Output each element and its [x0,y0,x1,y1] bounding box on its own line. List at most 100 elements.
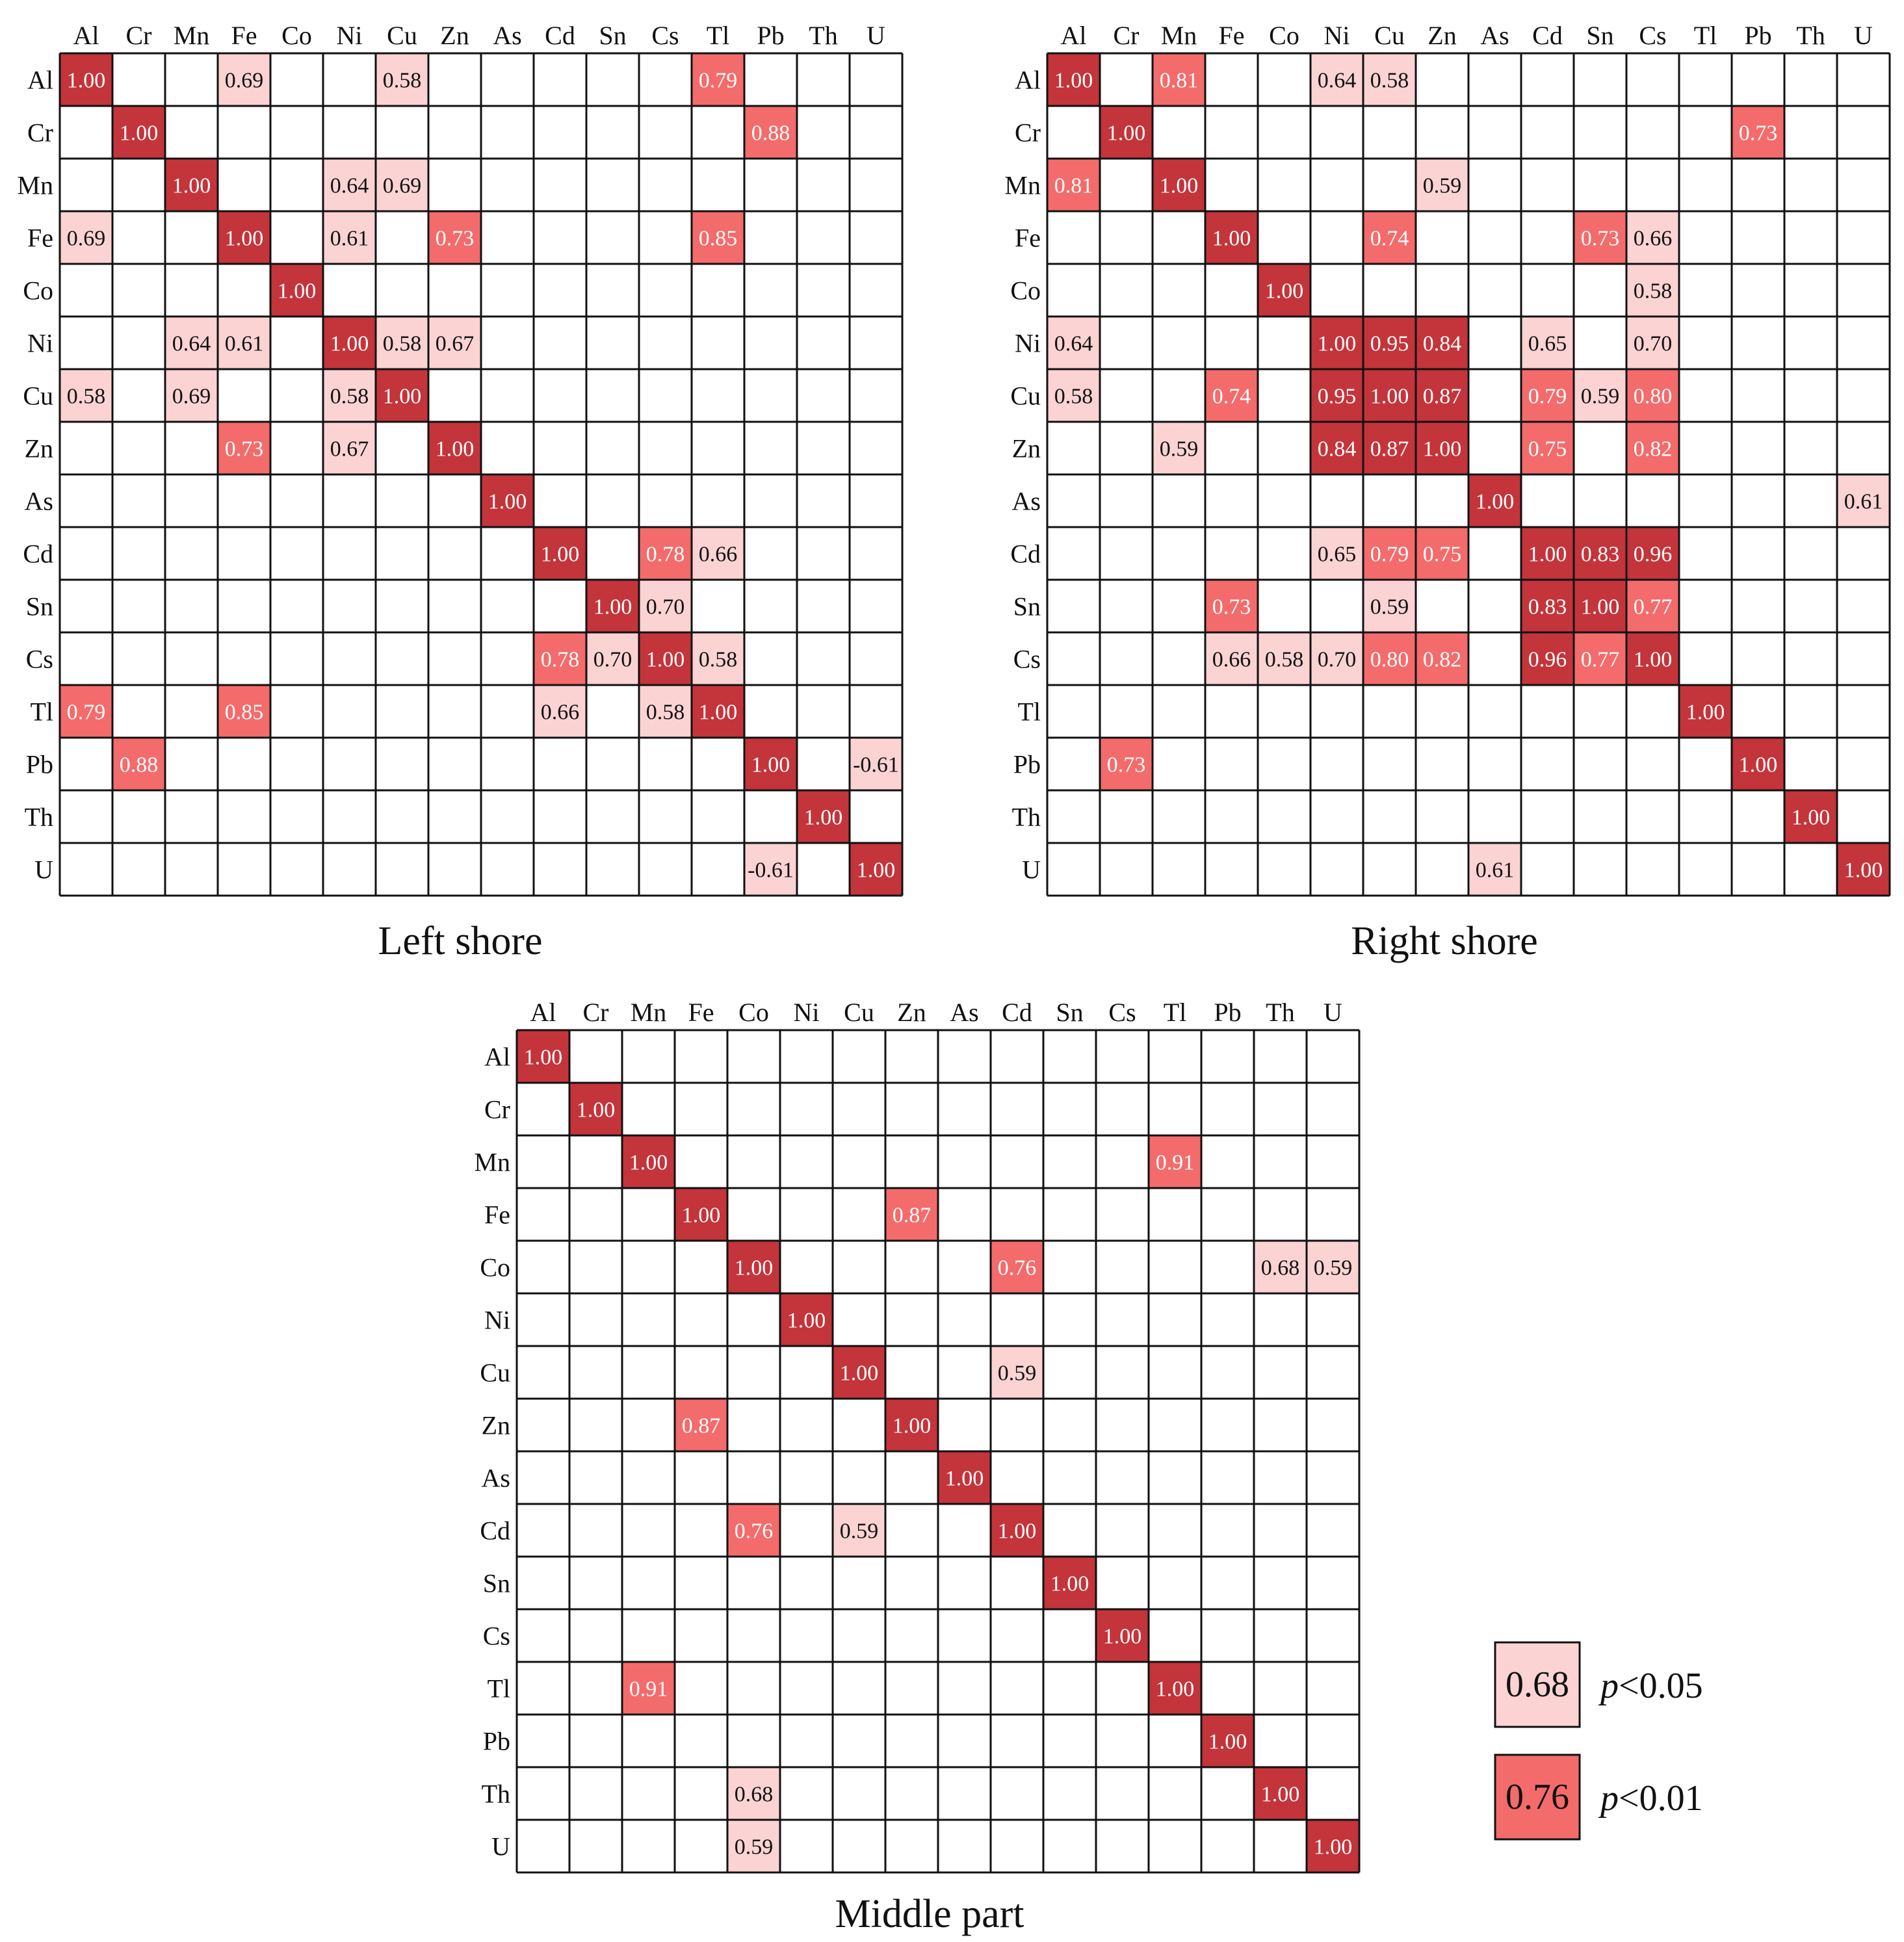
heatmap-value-cd-tl: 0.66 [699,543,738,567]
column-label-cr: Cr [1114,21,1140,50]
row-label-cr: Cr [27,118,53,148]
heatmap-cell-cu-fe [1205,369,1258,422]
heatmap-value-fe-ni: 0.61 [330,227,369,251]
heatmap-value-cr-pb: 0.73 [1739,122,1778,146]
heatmap-cell-fe-fe [1205,211,1258,264]
row-label-tl: Tl [487,1674,510,1703]
heatmap-cell-fe-cs [1626,211,1679,264]
heatmap-value-cd-zn: 0.75 [1423,543,1462,567]
heatmap-cell-fe-zn [885,1188,938,1241]
legend-value-p001: 0.76 [1506,1777,1569,1817]
heatmap-value-ni-cd: 0.65 [1528,332,1567,356]
heatmap-cell-cd-sn [1574,527,1626,580]
heatmap-value-al-al: 1.00 [524,1046,563,1070]
heatmap-value-tl-al: 0.79 [67,701,106,725]
heatmap-cell-cr-pb [1732,106,1784,159]
heatmap-cell-sn-cs [1626,580,1679,632]
heatmap-cell-ni-cu [1363,317,1416,369]
heatmap-cell-mn-mn [165,159,218,211]
heatmap-value-cu-cu: 1.00 [840,1362,879,1386]
heatmap-value-al-tl: 0.79 [699,69,738,93]
heatmap-value-cd-cu: 0.59 [840,1520,879,1544]
heatmap-cell-sn-cd [1521,580,1574,632]
heatmap-cell-sn-sn [586,580,639,632]
heatmap-cell-cu-zn [1416,369,1468,422]
column-label-th: Th [1266,998,1294,1027]
heatmap-value-pb-pb: 1.00 [1739,753,1778,777]
heatmap-cell-sn-sn [1574,580,1626,632]
column-label-co: Co [1269,21,1299,50]
heatmap-cell-co-co [1258,264,1311,317]
column-label-sn: Sn [1056,998,1083,1027]
column-label-cu: Cu [387,21,417,50]
heatmap-cell-tl-cs [639,685,692,738]
heatmap-value-ni-ni: 1.00 [330,332,369,356]
legend: 0.68 p<0.05 0.76 p<0.01 [1494,1641,1703,1841]
heatmap-value-ni-zn: 0.84 [1423,332,1462,356]
row-label-cs: Cs [483,1622,510,1651]
heatmap-value-al-fe: 0.69 [225,69,264,93]
heatmap-value-sn-fe: 0.73 [1212,595,1251,619]
heatmap-value-fe-tl: 0.85 [699,227,738,251]
heatmap-value-co-co: 1.00 [1265,279,1304,304]
heatmap-cell-u-u [850,843,902,896]
heatmap-value-cu-cu: 1.00 [383,385,422,409]
heatmap-cell-ni-al [1047,317,1100,369]
heatmap-value-cu-cs: 0.80 [1634,385,1673,409]
heatmap-value-co-u: 0.59 [1314,1256,1353,1280]
heatmap-cell-pb-pb [1732,738,1784,790]
heatmap-value-pb-cr: 0.88 [120,753,159,777]
row-label-as: As [1012,487,1041,516]
row-label-cd: Cd [23,539,53,569]
column-label-fe: Fe [688,998,714,1027]
row-label-cu: Cu [23,382,53,411]
heatmap-value-pb-pb: 1.00 [1208,1730,1247,1754]
heatmap-cell-as-as [481,474,534,527]
heatmap-cell-cs-cd [1521,632,1574,685]
heatmap-value-mn-tl: 0.91 [1156,1151,1195,1175]
row-label-u: U [491,1832,510,1861]
heatmap-cell-th-th [1254,1767,1307,1820]
column-label-al: Al [73,21,99,50]
heatmap-value-cd-sn: 0.83 [1581,543,1620,567]
heatmap-cell-cd-ni [1311,527,1363,580]
column-label-tl: Tl [1164,998,1187,1027]
row-label-sn: Sn [26,592,53,621]
heatmap-value-mn-ni: 0.64 [330,174,369,198]
column-label-cd: Cd [1532,21,1563,50]
heatmap-cell-mn-al [1047,159,1100,211]
heatmap-cell-cr-cr [1100,106,1153,159]
heatmap-cell-ni-fe [218,317,270,369]
heatmap-cell-cu-mn [165,369,218,422]
column-label-cs: Cs [1639,21,1666,50]
heatmap-cell-cu-cu [833,1346,885,1399]
heatmap-value-al-cu: 0.58 [1370,69,1409,93]
panel-title-middle-part: Middle part [835,1892,1024,1936]
heatmap-cell-th-th [1784,790,1837,843]
heatmap-cell-co-cd [991,1241,1043,1293]
heatmap-value-cs-ni: 0.70 [1318,648,1357,672]
heatmap-value-as-as: 1.00 [488,490,527,514]
heatmap-cell-cd-cu [1363,527,1416,580]
heatmap-cell-tl-al [60,685,112,738]
heatmap-cell-ni-cs [1626,317,1679,369]
column-label-as: As [950,998,978,1027]
column-label-u: U [1324,998,1342,1027]
heatmap-cell-as-as [938,1451,991,1504]
heatmap-value-ni-al: 0.64 [1054,332,1093,356]
column-label-cd: Cd [545,21,575,50]
heatmap-cell-cs-tl [692,632,744,685]
heatmap-value-zn-ni: 0.67 [330,437,369,461]
heatmap-cell-cd-co [727,1504,780,1557]
column-label-ni: Ni [337,21,363,50]
heatmap-value-zn-zn: 1.00 [893,1414,932,1438]
heatmap-cell-tl-fe [218,685,270,738]
heatmap-value-cd-cs: 0.78 [646,543,685,567]
column-label-as: As [1480,21,1509,50]
row-label-zn: Zn [482,1411,510,1440]
right-shore-heatmap: 0.81 0.64 0.58 0.73 0.81 0.59 0.74 0.73 0.66 0.58… [1004,21,1891,897]
heatmap-cell-cs-sn [1574,632,1626,685]
heatmap-cell-mn-mn [622,1135,675,1188]
heatmap-cell-pb-cr [1100,738,1153,790]
heatmap-cell-co-th [1254,1241,1307,1293]
